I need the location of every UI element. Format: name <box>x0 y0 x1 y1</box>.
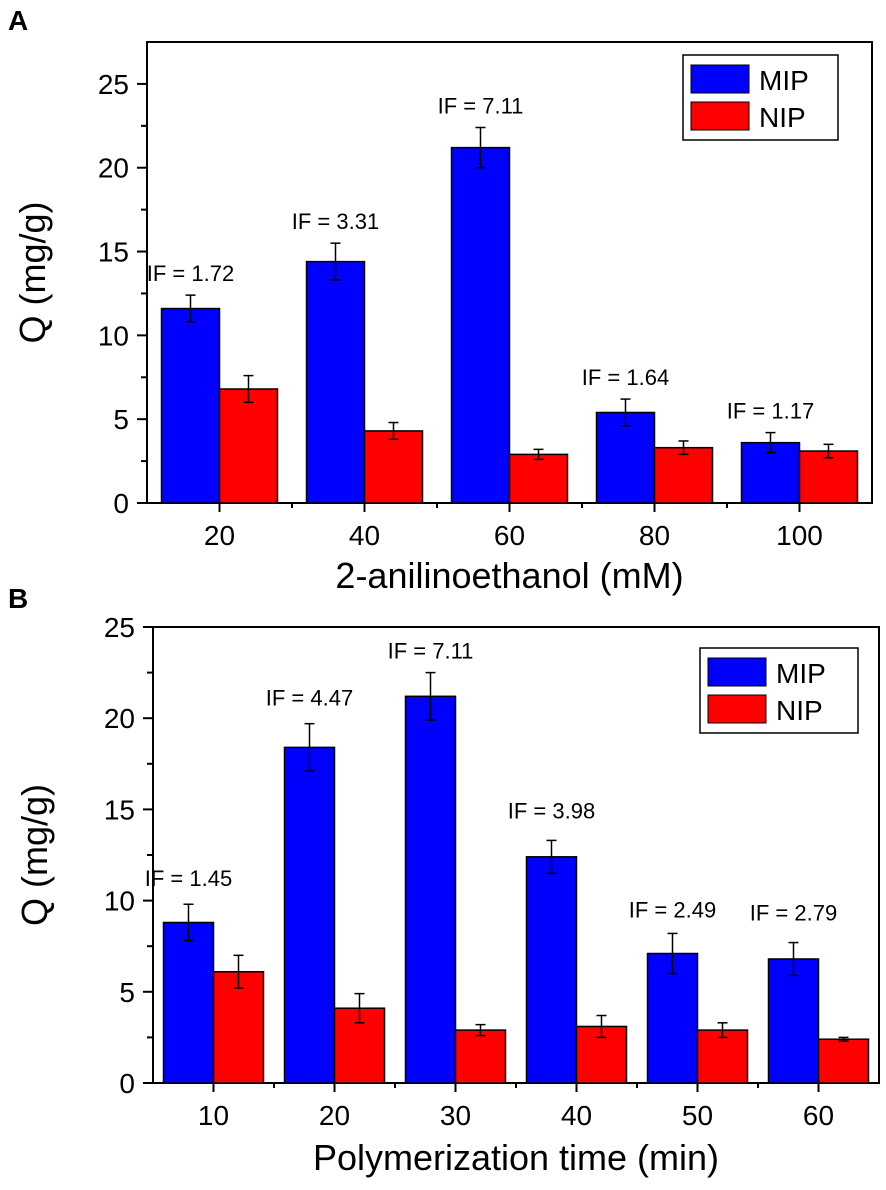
panel-a-mip-bar <box>305 260 366 504</box>
panel-a-legend-label-mip: MIP <box>759 65 809 96</box>
panel-b-y-tick-label: 20 <box>104 703 135 734</box>
panel-a-legend-swatch-nip <box>690 101 750 131</box>
panel-a-y-axis-title: Q (mg/g) <box>12 201 53 343</box>
panel-a-legend-label-nip: NIP <box>759 102 806 133</box>
panel-b-y-tick-label: 15 <box>104 794 135 825</box>
panel-b-mip-bar <box>283 746 336 1084</box>
panel-b-y-tick-label: 10 <box>104 886 135 917</box>
panel-b-if-annotation: IF = 2.49 <box>629 897 716 922</box>
panel-a-mip-bar <box>160 307 221 504</box>
panel-b-mip-bar <box>525 856 578 1084</box>
panel-b-y-tick-label: 0 <box>119 1068 135 1099</box>
panel-a-y-tick-label: 5 <box>113 404 129 435</box>
panel-a-nip-bar <box>798 450 859 504</box>
panel-a-y-tick-label: 0 <box>113 488 129 519</box>
panel-letter-b: B <box>8 583 28 614</box>
panel-b-mip-bar <box>162 921 215 1084</box>
panel-a-if-annotation: IF = 3.31 <box>292 209 379 234</box>
panel-a-if-annotation: IF = 7.11 <box>438 93 524 118</box>
panel-b-if-annotation: IF = 7.11 <box>388 639 474 664</box>
panel-a-x-axis-title: 2-anilinoethanol (mM) <box>335 555 683 596</box>
panel-b-y-tick-label: 25 <box>104 612 135 643</box>
panel-b-legend-label-nip: NIP <box>776 695 823 726</box>
panel-b-x-axis-title: Polymerization time (min) <box>313 1137 719 1178</box>
panel-b-y-axis-title: Q (mg/g) <box>14 784 55 926</box>
panel-a-if-annotation: IF = 1.64 <box>582 365 669 390</box>
panel-a-legend-swatch-mip <box>690 64 750 94</box>
panel-a-nip-bar <box>653 446 714 504</box>
panel-b-chart: 0 5 10 15 20 25 10 IF = 1.45 20 IF = 4.47 30 IF = 7… <box>14 612 880 1178</box>
panel-b-mip-bar <box>404 695 457 1084</box>
panel-b-if-annotation: IF = 3.98 <box>508 798 595 823</box>
panel-b-if-annotation: IF = 1.45 <box>145 866 232 891</box>
panel-b-x-tick-label: 50 <box>682 1100 713 1131</box>
panel-b-if-annotation: IF = 4.47 <box>266 686 353 711</box>
panel-a-x-tick-label: 20 <box>204 520 235 551</box>
panel-b-legend-label-mip: MIP <box>776 658 826 689</box>
panel-b-mip-bar <box>767 958 820 1084</box>
panel-a-x-tick-label: 60 <box>494 520 525 551</box>
panel-b-legend-swatch-mip <box>707 657 767 687</box>
panel-a-y-tick-label: 25 <box>98 69 129 100</box>
panel-a-x-tick-label: 80 <box>639 520 670 551</box>
panel-a-nip-bar <box>508 453 569 504</box>
panel-b-if-annotation: IF = 2.79 <box>750 901 837 926</box>
panel-b-x-tick-label: 10 <box>198 1100 229 1131</box>
panel-a-y-tick-label: 10 <box>98 320 129 351</box>
panel-b-legend-swatch-nip <box>707 694 767 724</box>
panel-a-chart: 0 5 10 15 20 25 20 IF = 1.72 40 IF = 3.31 60 IF = 7… <box>12 41 873 596</box>
panel-b-x-tick-label: 20 <box>319 1100 350 1131</box>
panel-a-nip-bar <box>363 430 424 504</box>
panel-a-mip-bar <box>450 146 511 504</box>
panel-letter-a: A <box>8 5 28 36</box>
panel-b-x-tick-label: 60 <box>803 1100 834 1131</box>
panel-a-nip-bar <box>218 388 279 504</box>
panel-b-nip-bar <box>212 970 265 1084</box>
panel-a-x-tick-label: 100 <box>776 520 823 551</box>
panel-b-nip-bar <box>817 1038 870 1084</box>
panel-b-x-tick-label: 30 <box>440 1100 471 1131</box>
panel-b-nip-bar <box>454 1029 507 1084</box>
panel-b-y-tick-label: 5 <box>119 977 135 1008</box>
panel-a-y-tick-label: 20 <box>98 153 129 184</box>
panel-b-mip-bar <box>646 952 699 1084</box>
panel-a-y-tick-label: 15 <box>98 237 129 268</box>
panel-a-if-annotation: IF = 1.17 <box>727 399 814 424</box>
panel-a-if-annotation: IF = 1.72 <box>147 261 234 286</box>
panel-a-x-tick-label: 40 <box>349 520 380 551</box>
panel-b-x-tick-label: 40 <box>561 1100 592 1131</box>
